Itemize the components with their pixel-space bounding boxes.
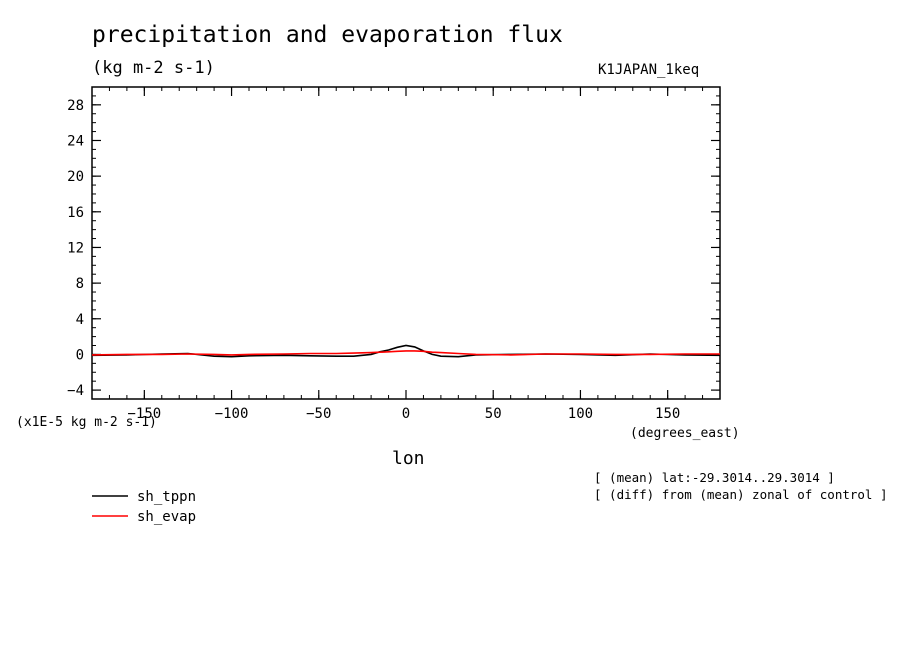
x-tick-label: −150 — [127, 406, 161, 422]
y-tick-label: 12 — [67, 240, 84, 256]
legend-label-sh_tppn: sh_tppn — [137, 489, 196, 505]
dataset-label: K1JAPAN_1keq — [598, 62, 700, 78]
x-tick-label: −50 — [306, 406, 331, 422]
y-tick-label: 20 — [67, 169, 84, 185]
x-tick-label: −100 — [215, 406, 249, 422]
y-tick-label: 8 — [76, 276, 84, 292]
x-tick-label: 150 — [655, 406, 680, 422]
x-axis-label: lon — [392, 448, 425, 469]
y-axis-multiplier: (x1E-5 kg m-2 s-1) — [16, 415, 157, 430]
chart-title: precipitation and evaporation flux — [92, 22, 563, 48]
series-line-sh_evap — [91, 350, 720, 356]
chart-units: (kg m-2 s-1) — [92, 58, 215, 78]
note-mean-lat: [ (mean) lat:-29.3014..29.3014 ] — [594, 470, 835, 485]
y-tick-label: 28 — [67, 98, 84, 114]
y-tick-label: 4 — [76, 312, 84, 328]
y-tick-label: −4 — [67, 383, 84, 399]
y-tick-label: 24 — [67, 133, 84, 149]
y-tick-label: 0 — [76, 347, 84, 363]
x-tick-label: 50 — [485, 406, 502, 422]
x-tick-label: 100 — [568, 406, 593, 422]
x-axis-unit: (degrees_east) — [630, 426, 740, 441]
legend-label-sh_evap: sh_evap — [137, 509, 196, 525]
plot-frame — [91, 86, 721, 400]
x-tick-label: 0 — [402, 406, 410, 422]
note-diff: [ (diff) from (mean) zonal of control ] — [594, 487, 888, 502]
y-tick-label: 16 — [67, 205, 84, 221]
